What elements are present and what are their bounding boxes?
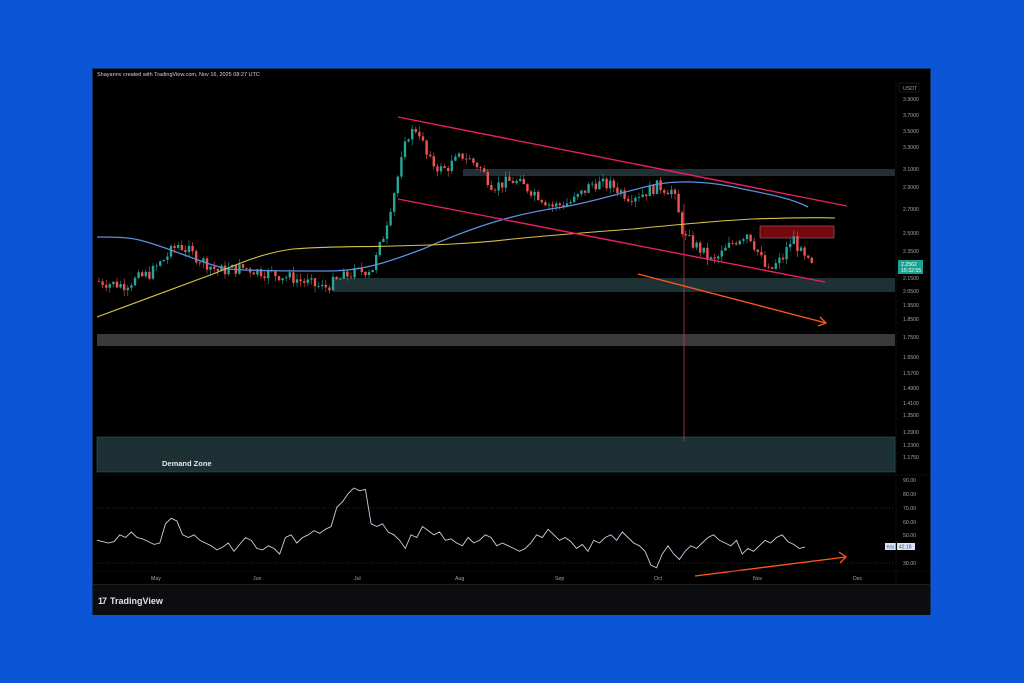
rsi-name-badge [885, 543, 896, 550]
price-tick-label: 3.1000 [903, 167, 919, 173]
price-tick-label: 1.7500 [903, 335, 919, 341]
time-axis[interactable]: May Jun Jul Aug Sep Oct Nov Dec [151, 576, 863, 582]
rsi-axis[interactable]: 90.00 80.00 70.00 60.00 50.00 30.00 [903, 478, 916, 567]
price-tick-label: 1.2300 [903, 443, 919, 449]
ma-blue-line [96, 181, 809, 272]
price-axis[interactable]: USDT 3.9000 3.7000 3.5000 3.3000 3.1000 2.900… [898, 82, 923, 461]
bullish-divergence-arrow-head-icon [838, 551, 848, 564]
price-tick-label: 3.3000 [903, 145, 919, 151]
rsi-tick-label: 90.00 [903, 478, 916, 484]
last-price-badge [898, 260, 923, 274]
demand-zone [96, 436, 896, 473]
tradingview-logo-icon: 17 [98, 596, 107, 606]
footer-bar: 17 TradingView [93, 584, 930, 615]
bullish-divergence-arrow-line [694, 556, 847, 577]
rsi-name: RSI [887, 545, 895, 550]
ma-yellow-line [96, 217, 836, 318]
rsi-tick-label: 50.00 [903, 533, 916, 539]
gray-zone [97, 334, 895, 346]
price-tick-label: 1.3500 [903, 413, 919, 419]
support-zone [333, 278, 895, 292]
bearish-arrow-line [637, 273, 827, 324]
month-tick-label: Oct [654, 576, 663, 582]
channel-upper-line [397, 116, 848, 207]
price-tick-label: 1.1750 [903, 455, 919, 461]
rsi-value: 42.18 [899, 545, 912, 551]
rsi-value-badge [897, 543, 915, 550]
price-tick-label: 1.6500 [903, 355, 919, 361]
price-tick-label: 1.5700 [903, 371, 919, 377]
price-tick-label: 1.4900 [903, 386, 919, 392]
price-tick-label: 1.9500 [903, 303, 919, 309]
price-tick-label: 1.8500 [903, 317, 919, 323]
rsi-tick-label: 60.00 [903, 520, 916, 526]
currency-label: USDT [903, 86, 918, 92]
month-tick-label: Sep [555, 576, 564, 582]
price-tick-label: 3.9000 [903, 97, 919, 103]
tradingview-logo-text: TradingView [110, 596, 163, 606]
demand-zone-label: Demand Zone [162, 459, 212, 468]
price-tick-label: 2.3500 [903, 249, 919, 255]
month-tick-label: Aug [455, 576, 464, 582]
month-tick-label: Jun [253, 576, 261, 582]
month-tick-label: Nov [753, 576, 763, 582]
tradingview-logo[interactable]: 17 TradingView [98, 596, 163, 606]
currency-box [898, 82, 920, 93]
month-tick-label: Dec [853, 576, 863, 582]
price-tick-label: 3.7000 [903, 113, 919, 119]
rsi-tick-label: 30.00 [903, 561, 916, 567]
price-tick-label: 2.7000 [903, 207, 919, 213]
countdown-value: 15:32:55 [901, 268, 921, 274]
month-tick-label: May [151, 576, 161, 582]
price-tick-label: 2.9000 [903, 185, 919, 191]
rsi-line [96, 487, 806, 569]
attribution-text: Shayannv created with TradingView.com, N… [97, 72, 260, 78]
candlesticks [97, 125, 813, 297]
rsi-tick-label: 70.00 [903, 506, 916, 512]
price-tick-label: 1.4100 [903, 401, 919, 407]
chart-frame: Shayannv created with TradingView.com, N… [92, 68, 931, 615]
price-tick-label: 2.1500 [903, 276, 919, 282]
price-tick-label: 3.5000 [903, 129, 919, 135]
rsi-tick-label: 80.00 [903, 492, 916, 498]
month-tick-label: Jul [354, 576, 361, 582]
price-tick-label: 1.2900 [903, 430, 919, 436]
price-tick-label: 2.5000 [903, 231, 919, 237]
channel-lower-line [397, 198, 826, 283]
price-tick-label: 2.0500 [903, 289, 919, 295]
chart-canvas[interactable]: Demand Zone USDT 3.9000 3.7000 3.5000 3.300… [93, 69, 930, 584]
last-price-value: 2.2562 [901, 262, 917, 268]
bearish-arrow-head-icon [817, 316, 828, 327]
